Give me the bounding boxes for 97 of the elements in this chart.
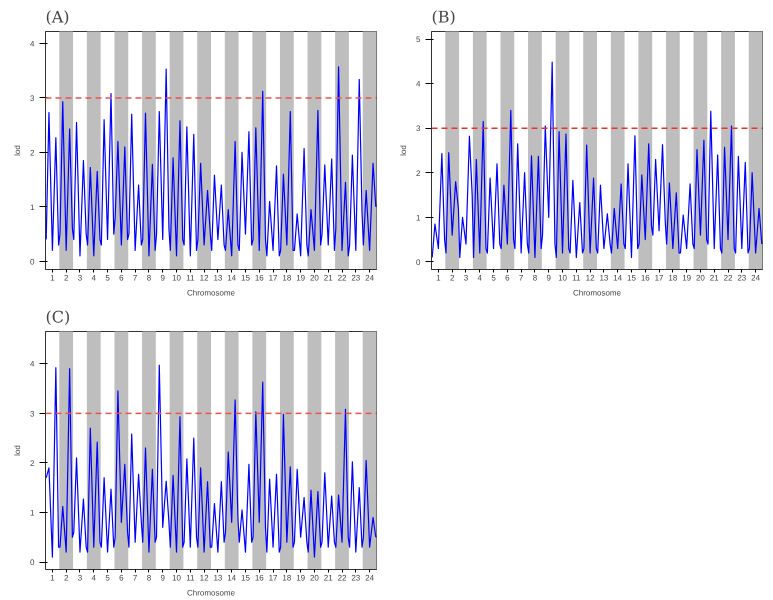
x-tick-label: 22 bbox=[338, 574, 348, 582]
x-tick-label: 9 bbox=[160, 574, 166, 582]
chart-title: (A) bbox=[46, 8, 70, 26]
x-tick-label: 1 bbox=[50, 574, 56, 582]
x-tick-label: 12 bbox=[200, 574, 210, 582]
x-tick-label: 17 bbox=[654, 274, 664, 282]
x-tick-label: 18 bbox=[282, 274, 292, 282]
x-tick-label: 10 bbox=[172, 574, 182, 582]
x-tick-label: 17 bbox=[268, 574, 278, 582]
x-tick-label: 13 bbox=[213, 274, 223, 282]
x-tick-label: 21 bbox=[710, 274, 720, 282]
x-tick-label: 19 bbox=[296, 574, 306, 582]
y-tick-label: 0 bbox=[30, 558, 36, 568]
y-tick-label: 2 bbox=[416, 168, 422, 178]
y-tick-label: 3 bbox=[30, 94, 36, 103]
x-tick-label: 16 bbox=[640, 274, 650, 282]
x-tick-label: 5 bbox=[105, 574, 110, 582]
x-tick-label: 13 bbox=[213, 574, 223, 582]
x-tick-label: 24 bbox=[365, 574, 375, 582]
x-tick-label: 23 bbox=[351, 574, 361, 582]
y-tick-label: 1 bbox=[30, 508, 36, 518]
x-tick-label: 11 bbox=[186, 274, 196, 282]
x-tick-label: 20 bbox=[696, 274, 706, 282]
x-tick-label: 8 bbox=[146, 574, 152, 582]
chart-title: (B) bbox=[432, 8, 456, 26]
x-tick-label: 24 bbox=[751, 274, 761, 282]
x-tick-label: 16 bbox=[254, 274, 264, 282]
chart-title: (C) bbox=[46, 308, 70, 326]
x-tick-label: 7 bbox=[132, 574, 138, 582]
x-tick-label: 2 bbox=[64, 574, 69, 582]
y-tick-label: 1 bbox=[416, 213, 422, 222]
x-tick-label: 21 bbox=[324, 274, 334, 282]
x-tick-label: 23 bbox=[351, 274, 361, 282]
x-tick-label: 24 bbox=[365, 274, 375, 282]
x-tick-label: 19 bbox=[296, 274, 306, 282]
x-tick-label: 18 bbox=[282, 574, 292, 582]
x-tick-label: 2 bbox=[64, 274, 69, 282]
x-axis-title: Chromosome bbox=[186, 588, 236, 598]
x-tick-label: 19 bbox=[682, 274, 692, 282]
y-tick-label: 2 bbox=[30, 458, 36, 468]
x-tick-label: 22 bbox=[724, 274, 734, 282]
x-tick-label: 4 bbox=[478, 274, 483, 282]
x-tick-label: 14 bbox=[227, 274, 237, 282]
y-axis-title: lod bbox=[13, 445, 22, 456]
x-axis-title: Chromosome bbox=[572, 288, 622, 298]
x-tick-label: 8 bbox=[532, 274, 538, 282]
x-tick-label: 3 bbox=[78, 274, 83, 282]
x-tick-label: 3 bbox=[464, 274, 469, 282]
x-tick-label: 18 bbox=[668, 274, 678, 282]
x-tick-label: 7 bbox=[518, 274, 524, 282]
x-tick-label: 8 bbox=[146, 274, 152, 282]
x-tick-label: 23 bbox=[737, 274, 747, 282]
x-tick-label: 5 bbox=[491, 274, 496, 282]
y-tick-label: 1 bbox=[30, 202, 36, 212]
x-tick-label: 7 bbox=[132, 274, 138, 282]
x-tick-label: 21 bbox=[324, 574, 334, 582]
x-tick-label: 1 bbox=[50, 274, 56, 282]
x-tick-label: 11 bbox=[572, 274, 582, 282]
x-tick-label: 16 bbox=[254, 574, 264, 582]
x-tick-label: 20 bbox=[310, 274, 320, 282]
x-tick-label: 3 bbox=[78, 574, 83, 582]
x-tick-label: 13 bbox=[599, 274, 609, 282]
y-tick-label: 3 bbox=[30, 409, 36, 418]
x-tick-label: 20 bbox=[310, 574, 320, 582]
y-tick-label: 0 bbox=[416, 258, 422, 267]
x-tick-label: 14 bbox=[613, 274, 623, 282]
x-tick-label: 10 bbox=[172, 274, 182, 282]
y-tick-label: 3 bbox=[416, 124, 422, 134]
x-tick-label: 14 bbox=[227, 574, 237, 582]
x-tick-label: 15 bbox=[627, 274, 636, 282]
x-tick-label: 6 bbox=[505, 274, 510, 282]
y-tick-label: 0 bbox=[30, 257, 36, 266]
x-tick-label: 12 bbox=[200, 274, 210, 282]
x-tick-label: 17 bbox=[268, 274, 278, 282]
y-tick-label: 4 bbox=[30, 360, 36, 369]
x-tick-label: 1 bbox=[436, 274, 442, 282]
x-tick-label: 12 bbox=[586, 274, 596, 282]
x-tick-label: 9 bbox=[546, 274, 552, 282]
x-tick-label: 2 bbox=[450, 274, 455, 282]
x-tick-label: 6 bbox=[119, 574, 124, 582]
y-axis-title: lod bbox=[13, 145, 22, 156]
x-axis-title: Chromosome bbox=[186, 288, 236, 298]
x-tick-label: 4 bbox=[92, 274, 97, 282]
y-tick-label: 2 bbox=[30, 148, 36, 158]
x-tick-label: 22 bbox=[338, 274, 348, 282]
x-tick-label: 5 bbox=[105, 274, 110, 282]
x-tick-label: 6 bbox=[119, 274, 124, 282]
y-axis-title: lod bbox=[399, 145, 408, 156]
x-tick-label: 10 bbox=[558, 274, 568, 282]
y-tick-label: 5 bbox=[416, 35, 422, 44]
x-tick-label: 9 bbox=[160, 274, 166, 282]
x-tick-label: 11 bbox=[186, 574, 196, 582]
y-tick-label: 4 bbox=[30, 39, 36, 48]
y-tick-label: 4 bbox=[416, 80, 422, 89]
x-tick-label: 15 bbox=[241, 574, 250, 582]
x-tick-label: 15 bbox=[241, 274, 250, 282]
x-tick-label: 4 bbox=[92, 574, 97, 582]
